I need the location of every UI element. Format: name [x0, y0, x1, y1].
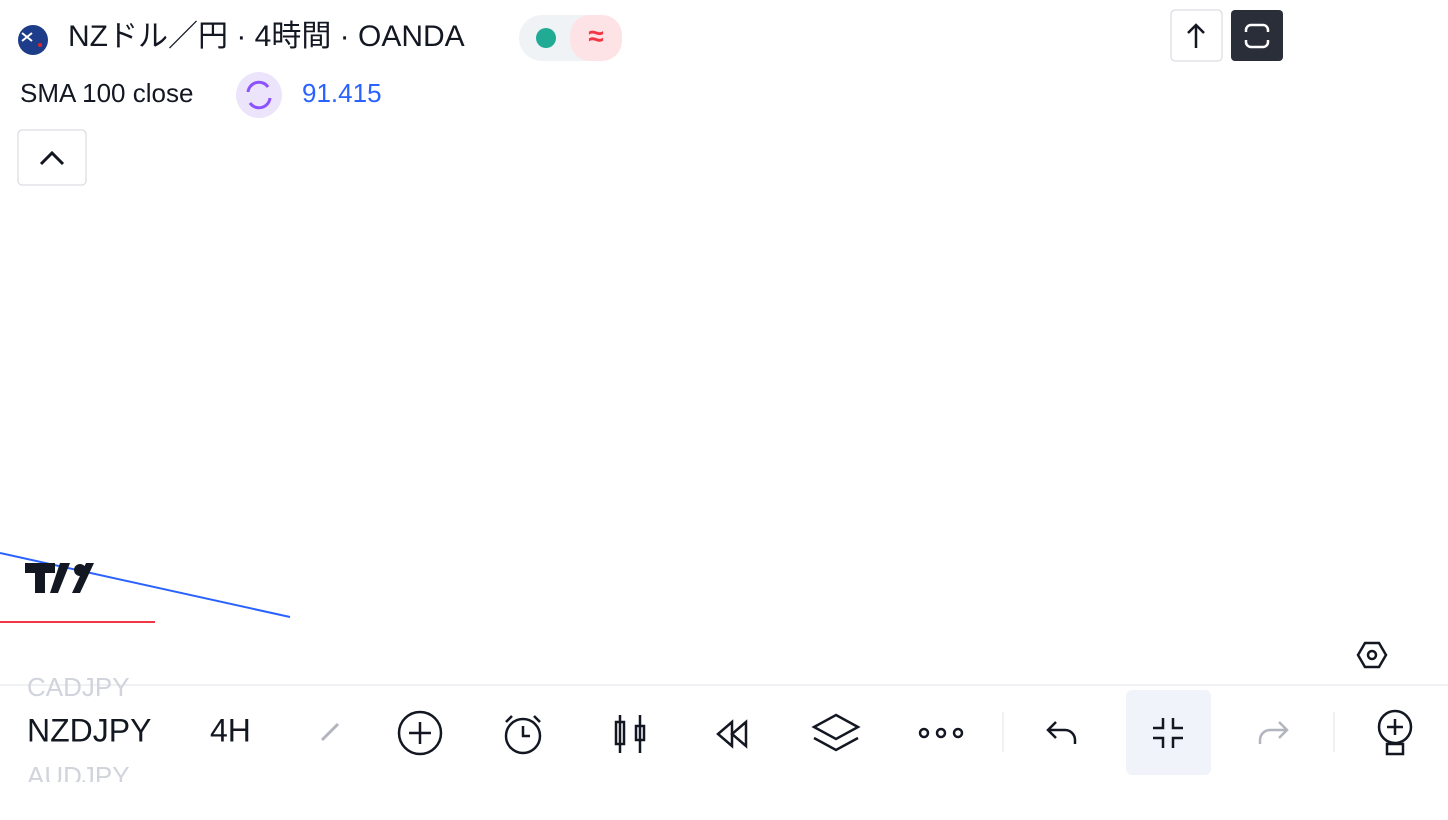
more-button[interactable]: [918, 727, 930, 739]
add-button[interactable]: [397, 710, 443, 756]
toolbar: CADJPY NZDJPY AUDJPY 4H: [0, 672, 1448, 815]
draw-tool[interactable]: [320, 722, 340, 742]
interval[interactable]: 4H: [210, 712, 251, 748]
settings-icon[interactable]: [1356, 641, 1388, 669]
chart-type-button[interactable]: [614, 715, 646, 753]
replay-button[interactable]: [716, 719, 748, 749]
indicator-value: 91.415: [302, 78, 382, 108]
redo-button[interactable]: [1258, 721, 1289, 744]
indicator-icon[interactable]: [236, 72, 282, 118]
chart-title: NZドル／円 · 4時間 · OANDA: [68, 20, 465, 53]
fullscreen-exit-button[interactable]: [1126, 690, 1211, 775]
tv-logo: [25, 563, 94, 593]
alert-button[interactable]: [504, 717, 542, 755]
svg-text:≈: ≈: [588, 20, 603, 51]
layers-button[interactable]: [811, 713, 861, 752]
indicator-label: SMA 100 close: [20, 78, 193, 108]
faded-symbol: CADJPY: [27, 672, 130, 702]
collapse-button[interactable]: [17, 129, 87, 186]
flag-icon: [18, 25, 48, 55]
undo-button[interactable]: [1046, 721, 1077, 744]
header: NZドル／円 · 4時間 · OANDA ≈ SMA 100 close 91.…: [17, 9, 1283, 186]
symbol[interactable]: NZDJPY: [27, 712, 151, 748]
